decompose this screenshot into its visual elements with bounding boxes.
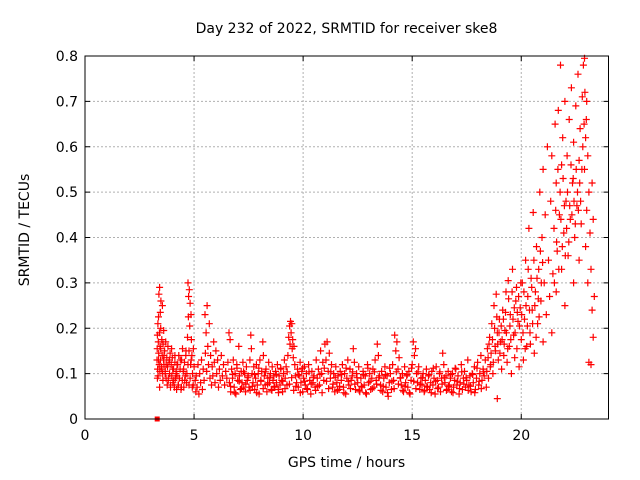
y-axis-label: SRMTID / TECUs xyxy=(17,173,33,287)
chart-title: Day 232 of 2022, SRMTID for receiver ske… xyxy=(195,21,498,37)
y-tick-label: 0.7 xyxy=(56,94,78,110)
x-axis-label: GPS time / hours xyxy=(287,455,406,471)
x-tick-label: 20 xyxy=(512,428,530,444)
y-tick-label: 0.4 xyxy=(56,231,78,247)
y-tick-label: 0.5 xyxy=(56,185,78,201)
x-tick-label: 0 xyxy=(81,428,90,444)
x-tick-label: 5 xyxy=(190,428,199,444)
y-tick-label: 0 xyxy=(69,412,78,428)
scatter-plus-markers xyxy=(153,54,598,403)
x-tick-label: 15 xyxy=(403,428,421,444)
y-tick-label: 0.2 xyxy=(56,321,78,337)
y-tick-label: 0.1 xyxy=(56,367,78,383)
y-tick-label: 0.6 xyxy=(56,140,78,156)
y-tick-label: 0.8 xyxy=(56,49,78,65)
x-tick-label: 10 xyxy=(294,428,312,444)
y-tick-label: 0.3 xyxy=(56,276,78,292)
